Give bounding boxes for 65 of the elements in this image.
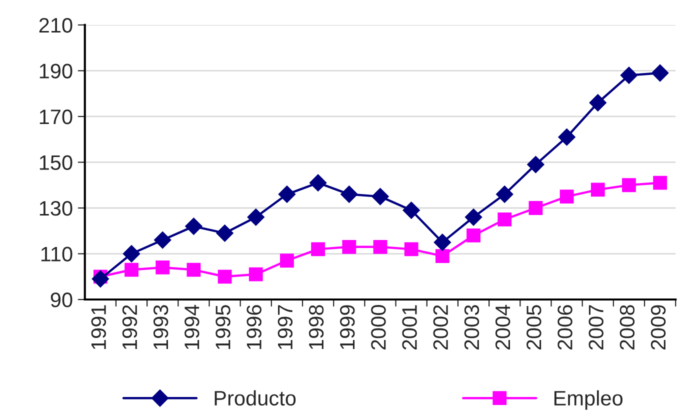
y-tick-label: 170 [40,109,72,124]
point [340,186,358,203]
point [311,242,326,256]
point [310,174,327,192]
point [527,156,544,174]
point [373,240,388,254]
point [404,242,418,256]
x-tick-label: 1993 [153,305,168,349]
point [342,240,356,254]
point [435,249,450,263]
point [558,128,576,146]
x-tick-label: 1997 [278,305,293,349]
point [528,201,543,215]
x-tick-label: 2006 [558,305,572,350]
x-tick-label: 1996 [246,305,262,349]
point [218,270,232,284]
point [496,186,514,203]
point [122,245,140,262]
y-tick-label: 210 [39,18,72,33]
x-tick-label: 2005 [526,305,542,350]
x-tick-label: 2009 [650,305,666,350]
point [216,224,234,242]
x-tick-label: 2000 [371,305,386,350]
y-tick-label: 110 [41,246,72,262]
x-tick-label: 1999 [340,305,355,349]
point [589,94,606,112]
x-tick-label: 2004 [495,304,510,350]
point [280,254,294,268]
point [590,182,605,197]
x-tick-label: 1998 [308,305,324,349]
x-tick-label: 2007 [588,305,604,350]
x-tick-label: 2002 [433,305,448,350]
point [248,267,263,282]
point [622,178,636,192]
point [92,270,109,288]
point [560,190,574,204]
point [466,228,480,242]
x-tick-label: 2003 [464,305,480,350]
point [652,64,669,82]
x-tick-label: 1992 [122,305,138,349]
point [372,188,389,206]
y-tick-label: 150 [40,155,72,170]
x-tick-label: 2001 [402,305,417,350]
point [124,262,138,277]
x-tick-label: 1991 [91,305,106,349]
x-tick-label: 2008 [620,305,635,350]
point [464,208,482,226]
legend-label: Producto [214,390,296,406]
point [156,260,170,274]
x-tick-label: 1995 [216,305,230,349]
y-tick-label: 190 [40,64,72,78]
y-tick-label: 130 [40,201,72,216]
point [185,218,202,235]
x-tick-label: 1994 [184,304,200,349]
point [620,66,638,84]
point [653,176,668,190]
point [402,202,420,219]
point [278,186,296,203]
point [186,262,201,277]
point [154,231,172,249]
point [247,208,264,226]
legend-label: Empleo [554,390,623,410]
point [434,234,451,251]
point [498,212,512,226]
y-tick-label: 90 [50,292,72,308]
